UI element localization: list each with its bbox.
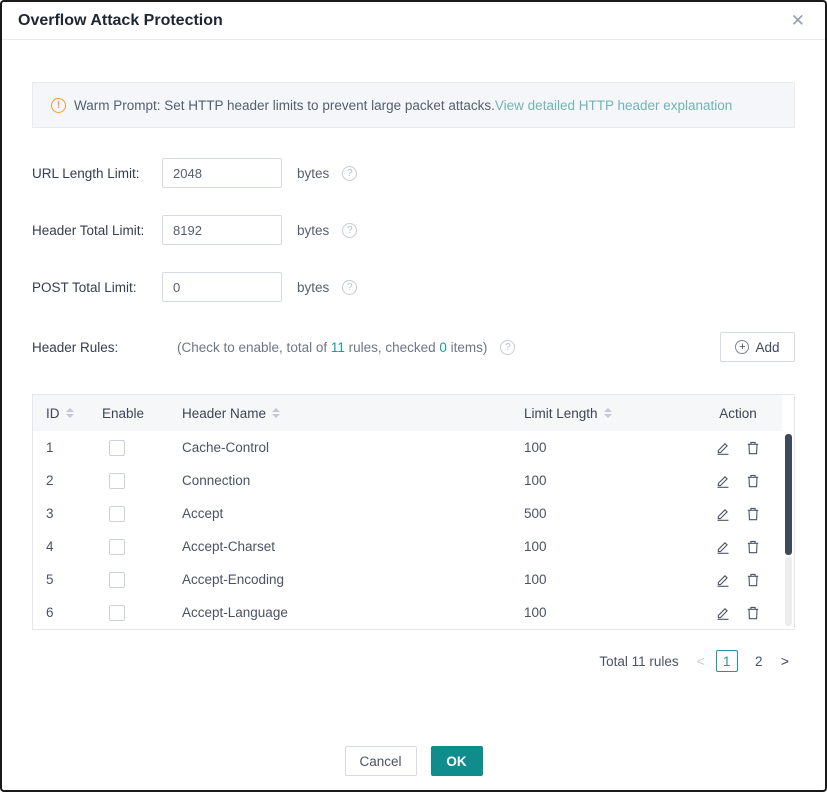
url-length-limit-unit: bytes: [297, 165, 330, 181]
row-id: 2: [46, 473, 54, 488]
enable-checkbox[interactable]: [109, 571, 125, 588]
pencil-icon[interactable]: [716, 573, 730, 587]
post-total-limit-label: POST Total Limit:: [32, 279, 137, 295]
column-header-enable: Enable: [102, 405, 145, 421]
dialog-title: Overflow Attack Protection: [18, 11, 223, 29]
enable-checkbox[interactable]: [109, 472, 125, 489]
plus-circle-icon: +: [735, 340, 750, 354]
trash-icon[interactable]: [746, 540, 760, 554]
table-row: 5 Accept-Encoding 100: [33, 563, 794, 596]
trash-icon[interactable]: [746, 573, 760, 587]
scrollbar-track: [785, 557, 792, 626]
post-total-limit-field: POST Total Limit: bytes ?: [32, 272, 795, 302]
table-row: 4 Accept-Charset 100: [33, 530, 794, 563]
table-header-row: ID Enable Header Name Limit Length Actio…: [33, 395, 794, 431]
add-rule-button-label: Add: [755, 339, 780, 355]
trash-icon[interactable]: [746, 474, 760, 488]
row-limit-length: 100: [524, 473, 547, 488]
column-header-id: ID: [33, 406, 102, 421]
table-row: 6 Accept-Language 100: [33, 596, 794, 629]
trash-icon[interactable]: [746, 507, 760, 521]
row-header-name: Connection: [182, 473, 251, 488]
http-header-explanation-link[interactable]: View detailed HTTP header explanation: [494, 97, 733, 113]
question-circle-icon[interactable]: ?: [342, 165, 358, 181]
url-length-limit-input[interactable]: [162, 158, 282, 188]
header-total-limit-unit: bytes: [297, 222, 330, 238]
pencil-icon[interactable]: [716, 441, 730, 455]
dialog-body: ! Warm Prompt: Set HTTP header limits to…: [2, 82, 825, 776]
sort-arrows-icon[interactable]: [603, 408, 612, 418]
sort-arrows-icon[interactable]: [272, 408, 281, 418]
row-limit-length: 100: [524, 539, 547, 554]
post-total-limit-input[interactable]: [162, 272, 282, 302]
enable-checkbox[interactable]: [109, 439, 125, 456]
url-length-limit-field: URL Length Limit: bytes ?: [32, 158, 795, 188]
enable-checkbox[interactable]: [109, 505, 125, 522]
url-length-limit-label: URL Length Limit:: [32, 165, 140, 181]
header-total-limit-label: Header Total Limit:: [32, 222, 145, 238]
column-header-action: Action: [719, 405, 757, 421]
pencil-icon[interactable]: [716, 507, 730, 521]
row-limit-length: 100: [524, 572, 547, 587]
cancel-button[interactable]: Cancel: [344, 746, 417, 776]
question-circle-icon[interactable]: ?: [500, 339, 516, 355]
dialog-footer: Cancel OK: [32, 746, 795, 776]
row-id: 4: [46, 539, 54, 554]
enable-checkbox[interactable]: [109, 604, 125, 621]
header-rules-label: Header Rules:: [32, 339, 119, 355]
pagination: Total 11 rules < 1 2 >: [32, 650, 795, 672]
row-id: 1: [46, 440, 54, 455]
add-rule-button[interactable]: + Add: [720, 332, 795, 362]
sort-arrows-icon[interactable]: [65, 408, 74, 418]
trash-icon[interactable]: [746, 441, 760, 455]
row-limit-length: 100: [524, 605, 547, 620]
warm-prompt-text: Warm Prompt: Set HTTP header limits to p…: [74, 97, 495, 113]
question-circle-icon[interactable]: ?: [342, 279, 358, 295]
post-total-limit-unit: bytes: [297, 279, 330, 295]
pagination-page-2[interactable]: 2: [755, 653, 763, 669]
header-total-limit-input[interactable]: [162, 215, 282, 245]
row-id: 3: [46, 506, 54, 521]
pencil-icon[interactable]: [716, 474, 730, 488]
pagination-prev-icon[interactable]: <: [696, 653, 705, 669]
header-rules-table: ID Enable Header Name Limit Length Actio…: [32, 394, 795, 630]
header-rules-row: Header Rules: (Check to enable, total of…: [32, 332, 795, 362]
dialog-header: Overflow Attack Protection ✕: [2, 2, 825, 40]
row-limit-length: 500: [524, 506, 547, 521]
pagination-total-label: Total 11 rules: [599, 653, 679, 669]
table-body: 1 Cache-Control 100 2 Connection 100: [33, 431, 794, 629]
pagination-next-icon[interactable]: >: [780, 653, 789, 669]
warm-prompt-banner: ! Warm Prompt: Set HTTP header limits to…: [32, 82, 795, 128]
scrollbar-thumb[interactable]: [785, 434, 792, 555]
header-total-limit-field: Header Total Limit: bytes ?: [32, 215, 795, 245]
row-header-name: Accept-Charset: [182, 539, 276, 554]
column-header-limit-length: Limit Length: [524, 406, 694, 421]
enable-checkbox[interactable]: [109, 538, 125, 555]
row-id: 6: [46, 605, 54, 620]
checked-items-count: 0: [439, 339, 447, 355]
row-limit-length: 100: [524, 440, 547, 455]
column-header-header-name: Header Name: [182, 406, 524, 421]
pencil-icon[interactable]: [716, 540, 730, 554]
exclamation-circle-icon: !: [51, 97, 66, 113]
row-header-name: Accept: [182, 506, 224, 521]
pencil-icon[interactable]: [716, 606, 730, 620]
row-header-name: Cache-Control: [182, 440, 270, 455]
total-rules-count: 11: [330, 339, 345, 355]
trash-icon[interactable]: [746, 606, 760, 620]
table-row: 2 Connection 100: [33, 464, 794, 497]
table-row: 1 Cache-Control 100: [33, 431, 794, 464]
row-id: 5: [46, 572, 54, 587]
question-circle-icon[interactable]: ?: [342, 222, 358, 238]
close-icon[interactable]: ✕: [790, 11, 805, 30]
pagination-page-1[interactable]: 1: [715, 650, 738, 672]
header-rules-hint: (Check to enable, total of 11 rules, che…: [177, 339, 488, 355]
row-header-name: Accept-Language: [182, 605, 288, 620]
table-row: 3 Accept 500: [33, 497, 794, 530]
ok-button[interactable]: OK: [430, 746, 483, 776]
row-header-name: Accept-Encoding: [182, 572, 285, 587]
